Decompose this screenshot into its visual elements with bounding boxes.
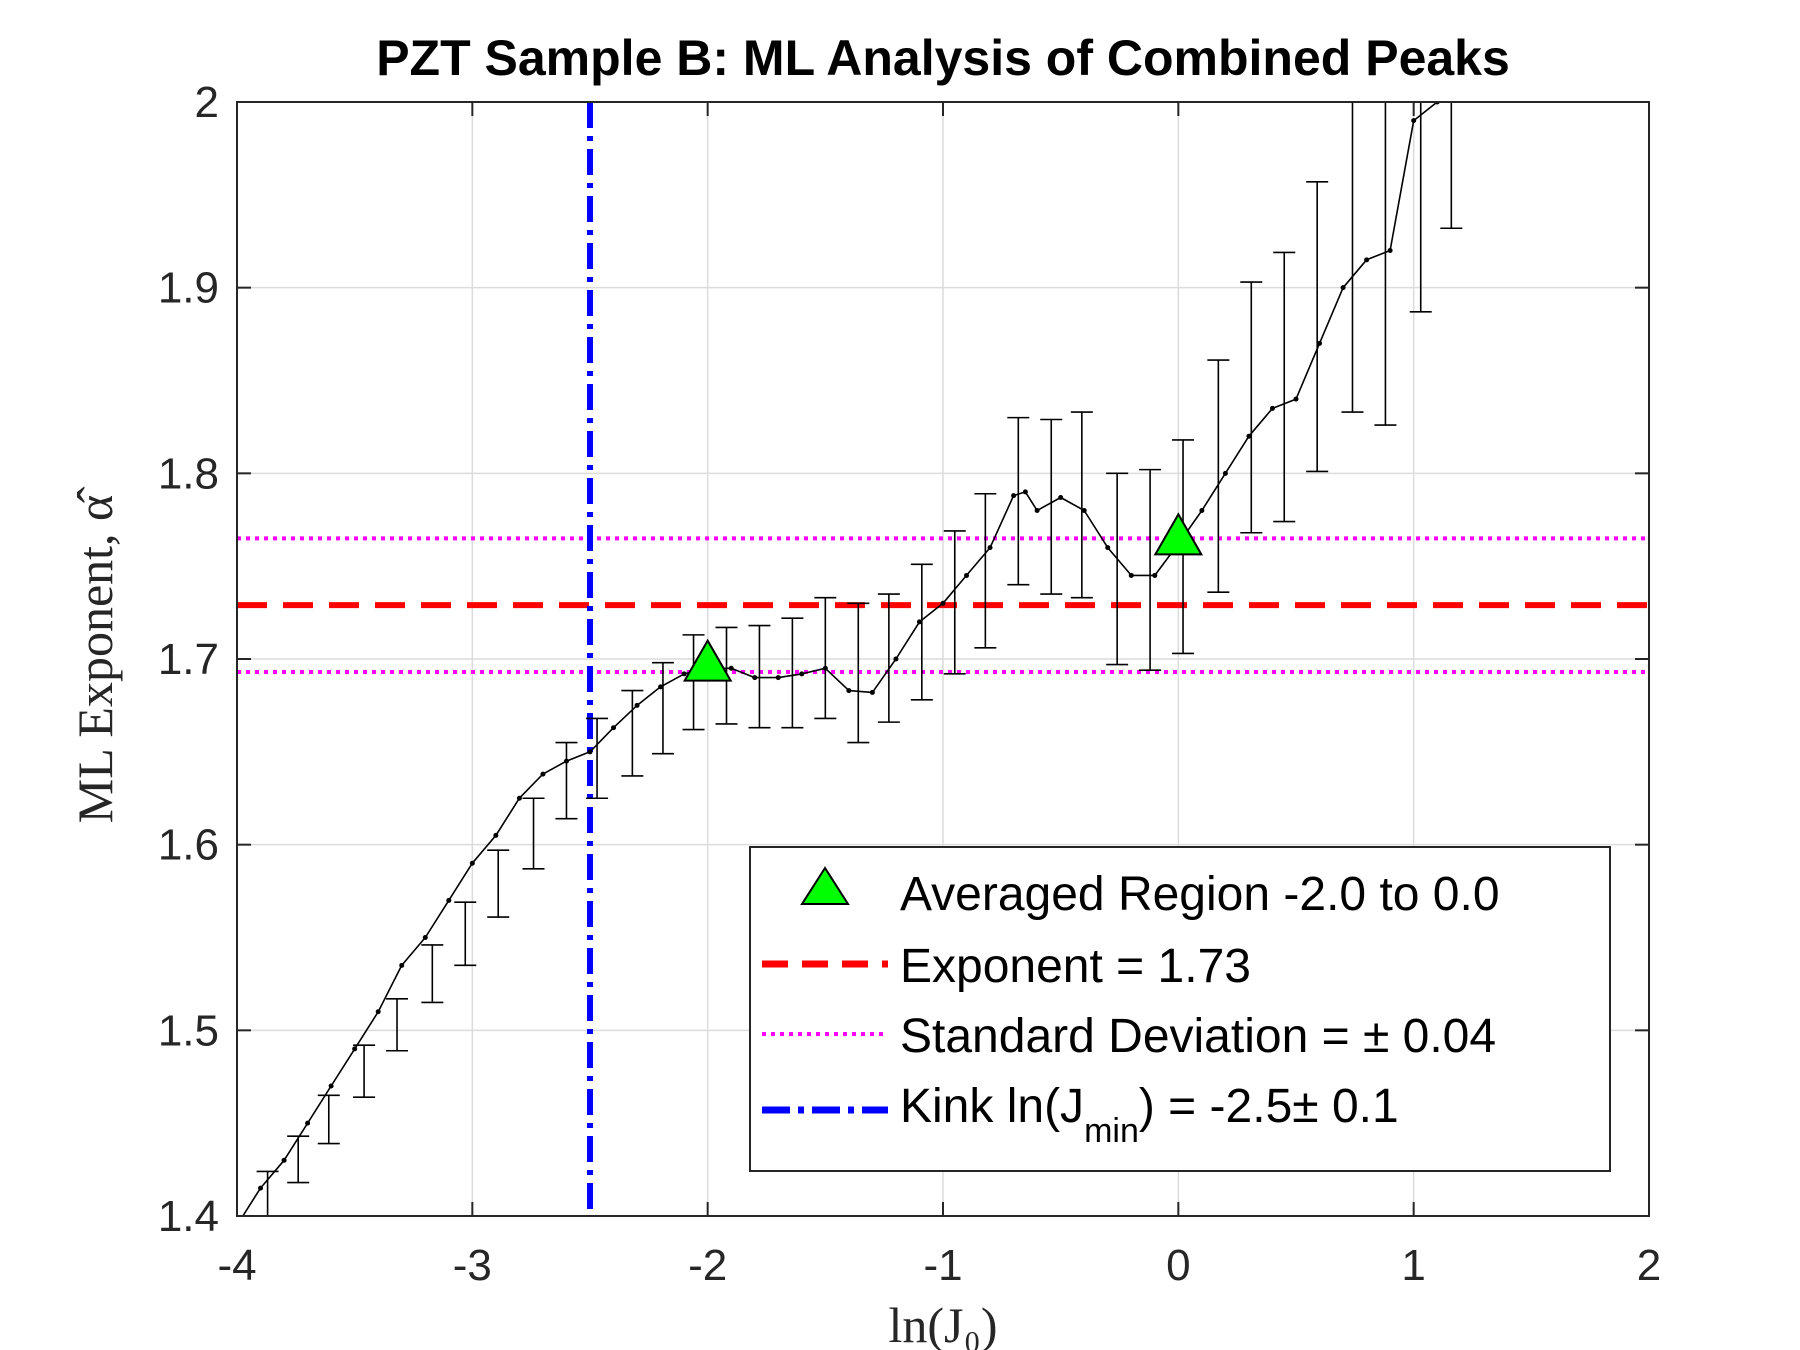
data-point — [258, 1185, 264, 1191]
data-point — [1058, 494, 1064, 500]
data-point — [611, 725, 617, 731]
data-point — [822, 665, 828, 671]
data-point — [658, 684, 664, 690]
data-point — [328, 1083, 334, 1089]
x-tick-label: 1 — [1401, 1241, 1425, 1290]
legend-label-kink: Kink ln(Jmin) = -2.5± 0.1 — [900, 1080, 1399, 1150]
legend-box — [749, 846, 1611, 1172]
data-point — [964, 572, 970, 578]
x-tick-label: -3 — [453, 1241, 492, 1290]
legend-label-stddev: Standard Deviation = ± 0.04 — [900, 1010, 1496, 1063]
data-point — [846, 688, 852, 694]
data-point — [422, 935, 428, 940]
legend-label-exponent: Exponent = 1.73 — [900, 940, 1251, 993]
data-point — [799, 671, 805, 677]
data-point — [681, 671, 687, 677]
legend-kink-suffix: ) = -2.5± 0.1 — [1139, 1080, 1399, 1133]
data-point — [563, 758, 569, 764]
data-point — [634, 702, 640, 708]
data-point — [987, 545, 993, 551]
x-tick-label: -4 — [217, 1241, 256, 1290]
data-point — [587, 749, 593, 755]
x-tick-label: -2 — [688, 1241, 727, 1290]
data-point — [1011, 493, 1017, 499]
averaged-region-markers — [682, 512, 1204, 682]
data-point — [469, 860, 475, 866]
data-point — [1152, 572, 1158, 578]
y-tick-label: 2 — [195, 78, 219, 127]
data-point — [235, 1223, 240, 1228]
legend-kink-subscript: min — [1084, 1112, 1139, 1150]
data-point — [1364, 257, 1370, 263]
data-point — [399, 962, 405, 968]
legend-label-averaged: Averaged Region -2.0 to 0.0 — [900, 868, 1500, 921]
y-tick-label: 1.6 — [158, 821, 219, 870]
tick-labels: -4 -3 -2 -1 0 1 2 1.4 1.5 1.6 1.7 1.8 1.9 2 — [158, 78, 1661, 1290]
data-point — [916, 619, 922, 625]
legend-marker-triangle — [800, 866, 850, 905]
data-point — [893, 656, 899, 662]
data-point — [446, 897, 452, 903]
y-tick-label: 1.9 — [158, 264, 219, 313]
legend-kink-prefix: Kink ln(J — [900, 1080, 1084, 1133]
data-point — [281, 1157, 287, 1163]
y-tick-label: 1.8 — [158, 449, 219, 498]
y-tick-label: 1.4 — [158, 1192, 219, 1241]
x-tick-label: 0 — [1166, 1241, 1190, 1290]
data-point — [1317, 340, 1323, 346]
data-point — [493, 832, 499, 838]
data-point — [352, 1046, 358, 1052]
data-point — [1128, 572, 1134, 578]
data-point — [1222, 470, 1228, 476]
data-point — [1269, 405, 1275, 411]
data-series — [235, 102, 1440, 1228]
data-point — [1387, 248, 1393, 254]
data-point — [305, 1120, 311, 1126]
data-point — [1022, 489, 1028, 495]
averaged-region-marker — [682, 638, 733, 682]
legend: Averaged Region -2.0 to 0.0 Exponent = 1… — [749, 846, 1611, 1172]
data-point — [1293, 396, 1299, 402]
y-axis-label: ML Exponent, α̂ — [67, 487, 123, 823]
data-point — [752, 675, 758, 681]
data-point — [1246, 433, 1252, 439]
averaged-region-marker — [1153, 512, 1204, 556]
x-tick-label: -1 — [923, 1241, 962, 1290]
data-point — [869, 689, 875, 695]
x-tick-label: 2 — [1637, 1241, 1661, 1290]
data-point — [516, 795, 522, 801]
data-point — [1199, 507, 1205, 513]
y-tick-label: 1.5 — [158, 1006, 219, 1055]
data-point — [728, 665, 734, 671]
data-point — [1081, 507, 1087, 513]
data-point — [540, 771, 546, 777]
data-point — [375, 1009, 381, 1015]
data-point — [1411, 118, 1417, 124]
data-point — [940, 600, 946, 606]
x-axis-label: ln(J₀) — [888, 1297, 997, 1350]
y-tick-label: 1.7 — [158, 635, 219, 684]
data-point — [1105, 545, 1111, 551]
axis-ticks — [236, 101, 1650, 1217]
data-point — [1034, 507, 1040, 513]
chart-title: PZT Sample B: ML Analysis of Combined Pe… — [376, 30, 1510, 86]
data-point — [1340, 285, 1346, 291]
data-point — [775, 675, 781, 681]
